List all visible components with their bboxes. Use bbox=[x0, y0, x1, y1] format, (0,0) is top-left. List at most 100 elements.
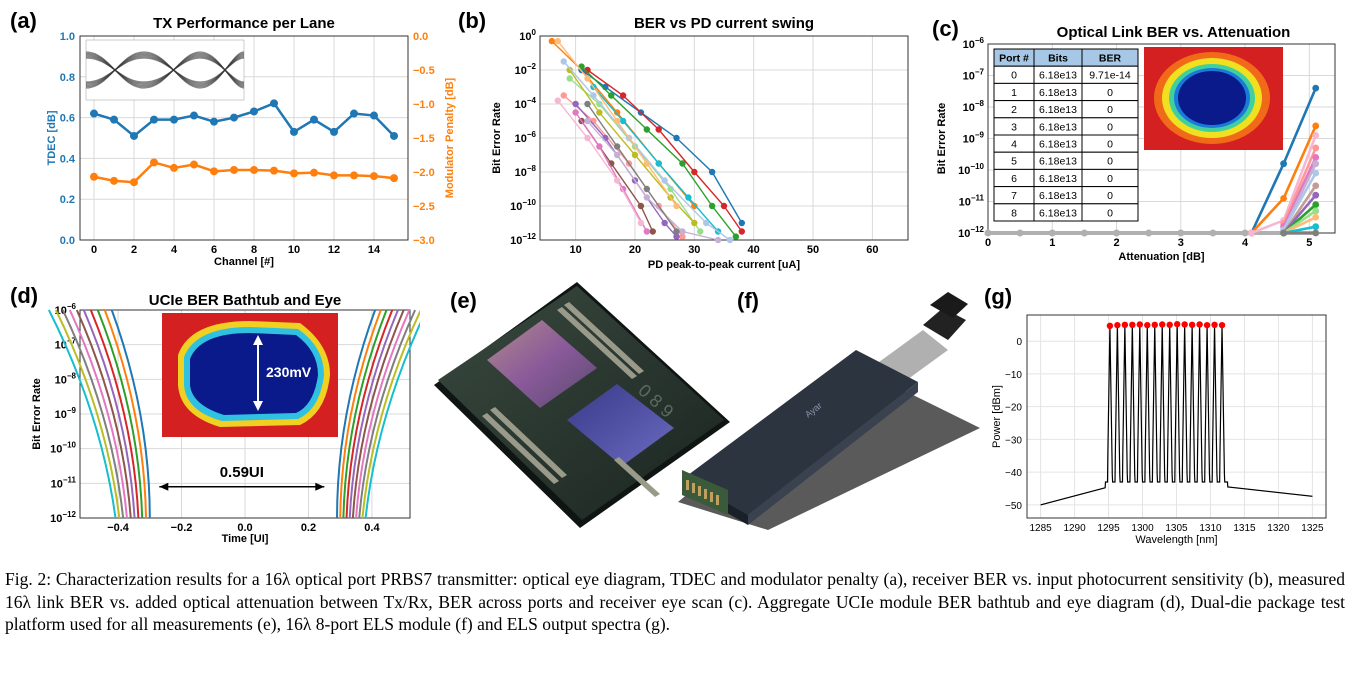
data-point bbox=[250, 107, 258, 116]
bathtub-curve-left bbox=[89, 309, 140, 519]
x-tick-label: 1290 bbox=[1063, 523, 1086, 534]
data-point bbox=[613, 117, 621, 125]
x-tick-label: 3 bbox=[1178, 237, 1184, 249]
x-tick-label: 4 bbox=[171, 244, 178, 256]
figure-caption: Fig. 2: Characterization results for a 1… bbox=[5, 569, 1345, 634]
data-point bbox=[390, 174, 398, 183]
y2-tick-label: −1.0 bbox=[413, 99, 435, 111]
bathtub-curve-left bbox=[68, 309, 128, 519]
y-tick-label: 0.4 bbox=[60, 153, 76, 165]
peak-marker bbox=[1166, 321, 1173, 329]
data-point bbox=[390, 131, 398, 140]
x-tick-label: −0.4 bbox=[107, 522, 130, 534]
bathtub-curve-right bbox=[351, 309, 405, 519]
data-point bbox=[310, 115, 318, 124]
data-point bbox=[643, 185, 651, 193]
data-point bbox=[290, 127, 298, 136]
data-point bbox=[643, 160, 651, 167]
table-cell-text: 6.18e13 bbox=[1039, 207, 1077, 219]
data-point bbox=[572, 100, 579, 108]
peak-marker bbox=[1188, 321, 1196, 329]
table-cell-text: 6.18e13 bbox=[1039, 139, 1077, 151]
data-point bbox=[726, 236, 734, 244]
data-point bbox=[1312, 223, 1320, 231]
data-point bbox=[1312, 182, 1320, 190]
data-point bbox=[738, 219, 746, 227]
data-point bbox=[584, 117, 591, 125]
bathtub-curve-left bbox=[54, 309, 121, 519]
table-cell-text: 6.18e13 bbox=[1039, 70, 1077, 82]
data-point bbox=[655, 126, 662, 133]
x-tick-label: 2 bbox=[1113, 237, 1119, 249]
table-cell-text: 0 bbox=[1107, 173, 1113, 185]
y-tick-label: 0.2 bbox=[60, 194, 75, 206]
data-point bbox=[230, 113, 238, 122]
y-tick-label: −30 bbox=[1005, 435, 1022, 446]
y-tick-label: 0 bbox=[1016, 337, 1022, 348]
x-tick-label: 1 bbox=[1049, 237, 1055, 249]
x-axis-label: Time [UI] bbox=[222, 533, 269, 545]
x-tick-label: 0.2 bbox=[301, 522, 316, 534]
series-line-13 bbox=[563, 61, 731, 241]
heatmap-eye bbox=[1178, 71, 1246, 125]
plot-frame bbox=[79, 35, 409, 241]
y-tick-label: 10−9 bbox=[55, 406, 77, 421]
series-line-11 bbox=[1283, 216, 1317, 235]
data-point bbox=[691, 168, 698, 176]
peak-marker bbox=[1144, 321, 1151, 329]
data-point bbox=[590, 92, 597, 99]
y-tick-label: 10−2 bbox=[515, 62, 537, 77]
table-cell-text: 5 bbox=[1011, 156, 1017, 168]
chart-title: TX Performance per Lane bbox=[153, 15, 335, 32]
table-cell-text: 4 bbox=[1011, 139, 1017, 151]
data-point bbox=[613, 143, 621, 150]
data-point bbox=[691, 219, 698, 227]
x-axis-label: Channel [#] bbox=[214, 256, 274, 268]
y-tick-label: −50 bbox=[1005, 501, 1022, 512]
data-point bbox=[697, 228, 704, 235]
data-point bbox=[613, 177, 621, 184]
series-line-1 bbox=[93, 161, 395, 184]
x-tick-label: 1285 bbox=[1029, 523, 1052, 534]
y-tick-label: 10−7 bbox=[963, 68, 985, 83]
data-point bbox=[584, 100, 591, 108]
floor-point bbox=[1048, 229, 1056, 237]
table-cell-text: 8 bbox=[1011, 207, 1017, 219]
data-point bbox=[554, 37, 562, 45]
ber-table: Port # Bits BER 0 6.18e13 9.71e-14 1 6.18e13 0 2 6… bbox=[993, 48, 1139, 222]
floor-point bbox=[1016, 229, 1024, 237]
peak-marker bbox=[1173, 320, 1181, 328]
y-axis-label: Bit Error Rate bbox=[491, 102, 503, 174]
data-point bbox=[613, 151, 621, 159]
panel-label-e: (e) bbox=[450, 288, 477, 313]
x-tick-label: 40 bbox=[748, 244, 760, 256]
bathtub-curve-right bbox=[358, 309, 416, 519]
data-point bbox=[720, 202, 728, 210]
data-point bbox=[90, 172, 98, 181]
x-tick-label: 14 bbox=[368, 244, 381, 256]
x-tick-label: 1305 bbox=[1165, 523, 1188, 534]
y-tick-label: 10−8 bbox=[963, 99, 985, 114]
data-point bbox=[170, 163, 178, 172]
floor-point bbox=[984, 229, 992, 237]
chart-title: Optical Link BER vs. Attenuation bbox=[1057, 24, 1291, 41]
y-tick-label: 10−8 bbox=[515, 164, 537, 179]
y-tick-label: −20 bbox=[1005, 403, 1022, 414]
data-point bbox=[655, 160, 662, 167]
data-point bbox=[210, 117, 218, 126]
data-point bbox=[619, 117, 627, 125]
y2-tick-label: 0.0 bbox=[413, 31, 428, 43]
y2-axis-label: Modulator Penalty [dB] bbox=[444, 77, 456, 198]
eye-diagram-inset bbox=[85, 39, 245, 101]
data-point bbox=[270, 99, 278, 108]
data-point bbox=[673, 228, 680, 235]
bathtub-curve-right bbox=[339, 309, 382, 519]
bathtub-curve-left bbox=[75, 309, 132, 519]
plot-frame bbox=[79, 309, 411, 519]
data-point bbox=[584, 134, 591, 142]
peak-marker bbox=[1121, 321, 1129, 329]
data-point bbox=[637, 219, 645, 227]
data-point bbox=[370, 111, 378, 120]
arrow-head bbox=[315, 482, 325, 491]
y-tick-label: 100 bbox=[519, 28, 536, 43]
